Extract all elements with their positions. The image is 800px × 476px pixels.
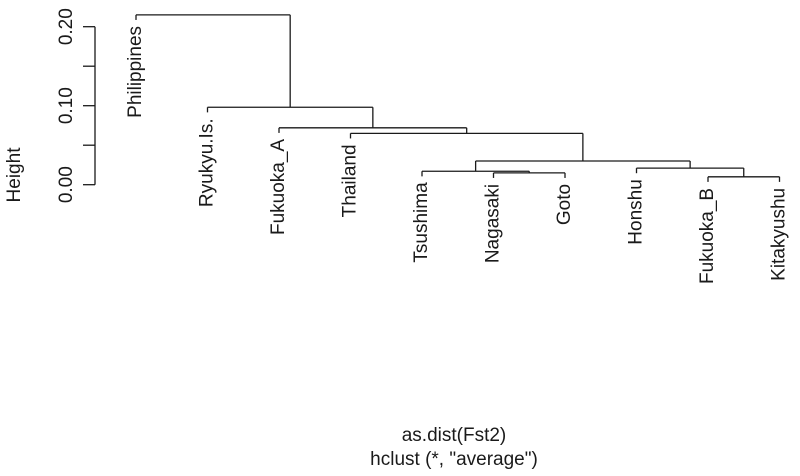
leaf-label: Fukuoka_B	[697, 188, 718, 284]
merge-n7	[278, 127, 468, 134]
dendrogram-tree	[135, 14, 781, 182]
y-tick-label: 0.10	[56, 87, 77, 124]
merge-n6	[349, 132, 584, 161]
leaf-label: Kitakyushu	[769, 188, 790, 281]
merge-n5	[474, 160, 691, 172]
leaf-label: Fukuoka_A	[268, 139, 289, 235]
x-axis-label: as.dist(Fst2)	[402, 425, 507, 446]
merge-n1	[492, 172, 566, 178]
merge-n8	[206, 106, 374, 128]
leaf-label: Honshu	[626, 179, 647, 245]
merge-n2	[707, 176, 781, 182]
merge-n9	[135, 14, 291, 108]
leaf-label: Tsushima	[411, 182, 432, 263]
y-axis-label: Height	[4, 147, 25, 203]
merge-n3	[421, 170, 530, 177]
leaf-labels: Philippines Ryukyu.Is. Fukuoka_A Thailand Ts…	[125, 26, 790, 284]
y-tick-label: 0.00	[56, 166, 77, 203]
leaf-label: Ryukyu.Is.	[197, 118, 218, 207]
y-tick-label: 0.20	[56, 8, 77, 45]
leaf-label: Nagasaki	[483, 184, 504, 263]
subtitle: hclust (*, "average")	[370, 449, 538, 470]
leaf-label: Thailand	[340, 144, 361, 217]
leaf-label: Goto	[554, 184, 575, 225]
leaf-label: Philippines	[125, 26, 146, 118]
merge-n4	[635, 167, 745, 177]
y-axis: 0.00 0.10 0.20	[56, 8, 96, 203]
